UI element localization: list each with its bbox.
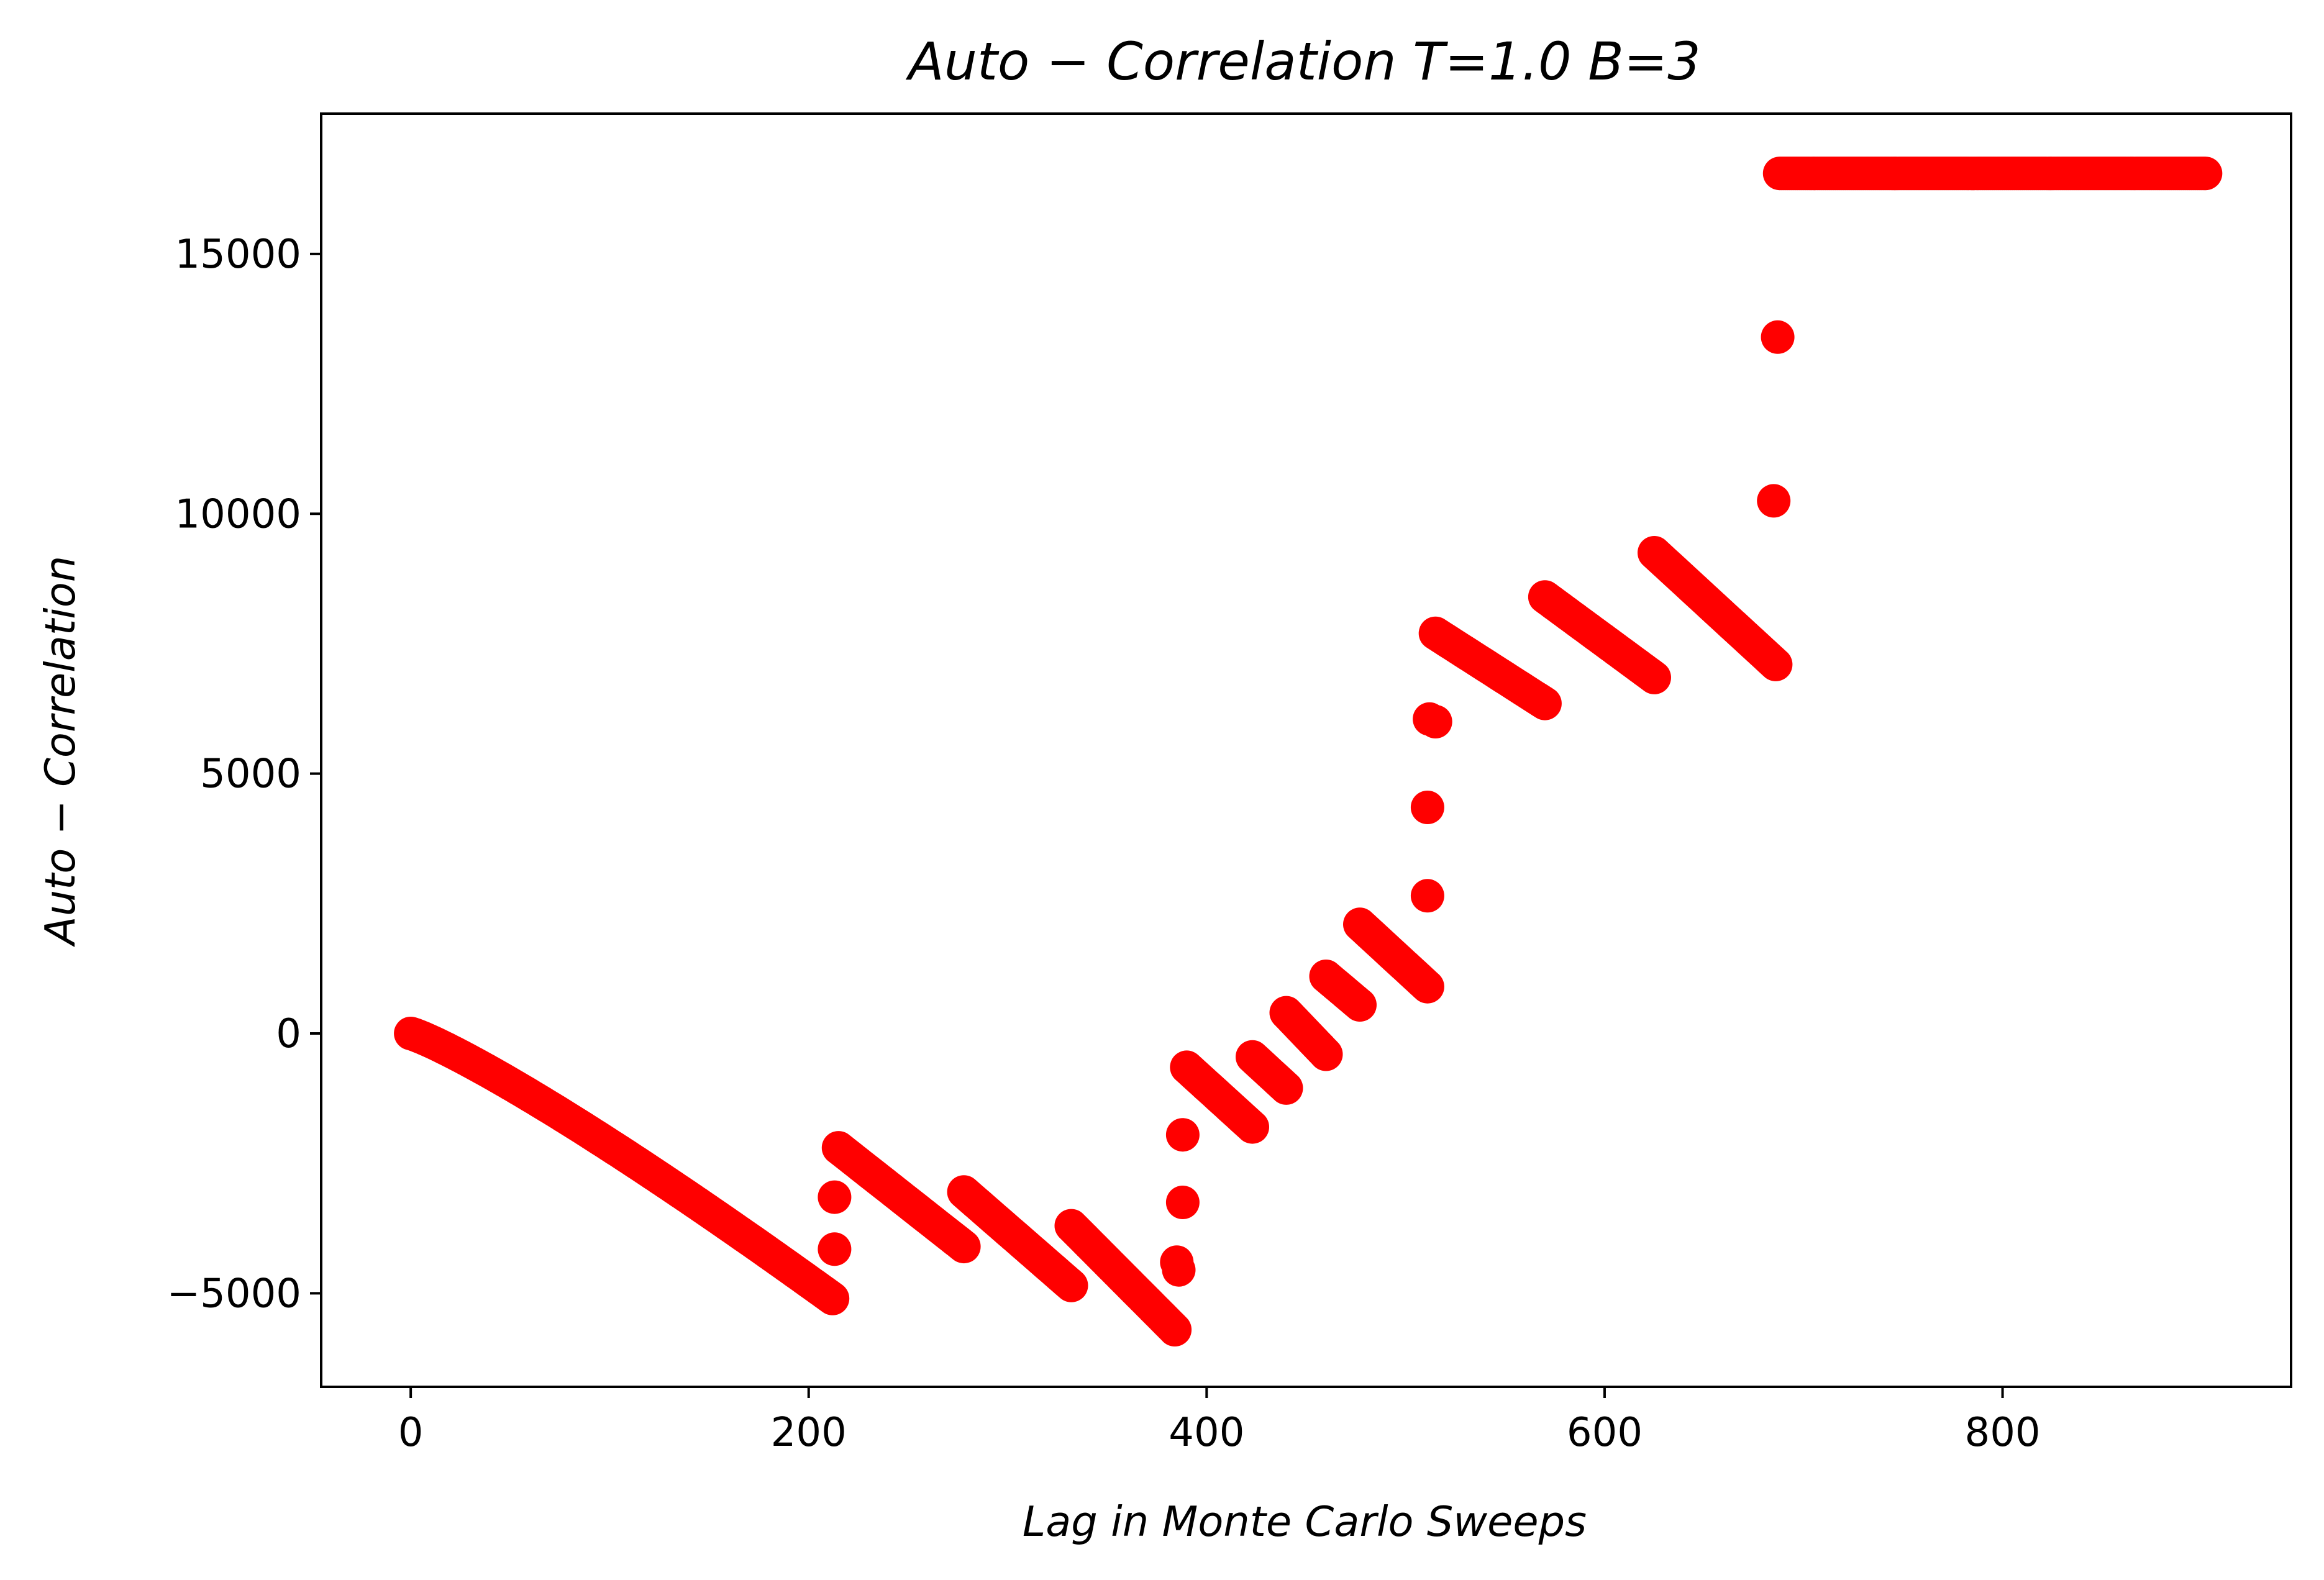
data-point	[1269, 1071, 1303, 1105]
y-axis: −5000 0 5000 10000 15000	[167, 232, 321, 1317]
data-point	[1343, 988, 1377, 1022]
data-point	[816, 1281, 850, 1315]
axes-frame	[320, 112, 2292, 1388]
data-point	[818, 1232, 852, 1266]
data-point	[1165, 1186, 1200, 1219]
data-point	[1410, 879, 1444, 913]
data-point	[1162, 1253, 1196, 1287]
x-axis-label: Lag in Monte Carlo Sweeps	[1023, 1497, 1587, 1546]
data-point	[1528, 686, 1562, 720]
data-point	[1054, 1268, 1088, 1302]
x-tick-label: 600	[1567, 1410, 1643, 1456]
data-point	[1158, 1313, 1192, 1346]
y-tick-label: −5000	[167, 1271, 302, 1317]
x-tick-label: 200	[771, 1410, 847, 1456]
data-point	[1418, 705, 1452, 738]
y-tick-label: 10000	[175, 491, 301, 537]
y-tick-label: 15000	[175, 232, 301, 278]
data-point	[1759, 647, 1793, 681]
data-point	[1165, 1118, 1200, 1152]
data-point	[1309, 1037, 1343, 1071]
data-point	[818, 1180, 852, 1214]
data-point	[947, 1230, 981, 1264]
x-tick-label: 0	[398, 1410, 424, 1456]
data-point	[1638, 660, 1671, 694]
plot-area	[394, 157, 2223, 1346]
chart-title: Auto − Correlation T=1.0 B=3	[905, 31, 1700, 92]
y-tick-label: 0	[276, 1011, 301, 1057]
x-tick-label: 400	[1169, 1410, 1244, 1456]
data-point	[1236, 1110, 1269, 1144]
data-point	[1410, 969, 1444, 1004]
data-point	[1757, 484, 1791, 518]
data-point	[2189, 157, 2223, 191]
data-point	[1761, 320, 1795, 354]
data-point	[1410, 791, 1444, 824]
y-tick-label: 5000	[200, 751, 301, 797]
x-tick-label: 800	[1964, 1410, 2040, 1456]
x-axis: 0 200 400 600 800	[398, 1387, 2041, 1456]
y-axis-label: Auto − Correlation	[36, 556, 84, 947]
